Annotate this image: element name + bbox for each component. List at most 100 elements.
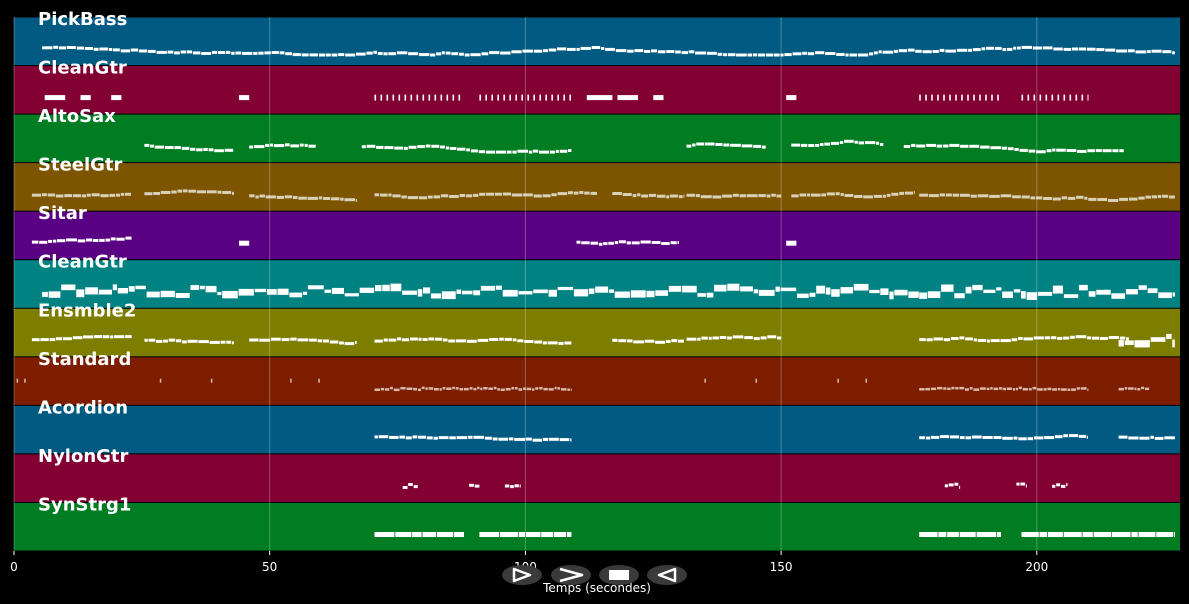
note [398, 94, 401, 101]
x-tick-label: 150 [770, 560, 793, 574]
note [285, 52, 292, 56]
note [514, 387, 518, 390]
note [528, 150, 533, 154]
note [468, 435, 473, 439]
note [426, 436, 433, 440]
note [1008, 147, 1014, 151]
note [465, 194, 473, 198]
note-segment [791, 139, 884, 147]
note [869, 52, 874, 56]
note [791, 194, 799, 198]
note [356, 52, 366, 56]
note [548, 388, 554, 391]
note [549, 437, 559, 441]
note [557, 47, 567, 51]
note [1096, 289, 1111, 295]
note [989, 194, 1000, 198]
fast-forward-button[interactable] [551, 565, 591, 585]
note [464, 53, 470, 57]
stop-button[interactable] [599, 565, 639, 585]
note [959, 436, 965, 440]
note [1012, 195, 1021, 199]
note [873, 194, 883, 198]
note [1158, 292, 1172, 299]
note [940, 435, 949, 439]
note [386, 94, 389, 101]
note [186, 50, 193, 54]
note [401, 195, 407, 199]
note [971, 435, 982, 439]
note [997, 532, 1001, 537]
note [1078, 284, 1088, 291]
note [617, 95, 638, 101]
note [440, 94, 443, 101]
note [1138, 285, 1147, 290]
button-bg [551, 565, 591, 585]
note [919, 193, 929, 197]
note [949, 94, 951, 101]
note [128, 286, 135, 292]
play-icon [512, 567, 532, 583]
note [1018, 337, 1023, 340]
note [670, 241, 677, 245]
note [113, 48, 120, 52]
note [413, 387, 417, 391]
note [338, 53, 345, 57]
note [1086, 435, 1088, 439]
note [150, 144, 154, 148]
note [31, 193, 42, 197]
note [681, 51, 688, 55]
note [882, 50, 894, 54]
note [188, 189, 196, 193]
note [525, 437, 532, 441]
note [384, 146, 394, 150]
note [1120, 336, 1126, 340]
note [498, 437, 508, 441]
note-segment [479, 532, 572, 537]
note [808, 144, 815, 147]
rewind-button[interactable] [647, 565, 687, 585]
note [1052, 197, 1061, 201]
track-steelgtr [14, 163, 1180, 211]
note [249, 338, 259, 342]
note [144, 143, 150, 147]
note [270, 143, 274, 147]
note [450, 147, 457, 150]
note [1063, 336, 1070, 340]
note [626, 241, 631, 245]
note [1021, 94, 1024, 101]
note [551, 193, 557, 197]
note [886, 193, 891, 197]
note [361, 145, 366, 149]
note [538, 150, 549, 154]
note [174, 146, 181, 150]
note [448, 339, 455, 343]
note [413, 485, 418, 489]
note [695, 51, 706, 55]
note [614, 291, 630, 298]
note [422, 532, 436, 537]
note-segment [919, 193, 1175, 202]
track-standard [14, 357, 1180, 405]
track-cleangtr [14, 66, 1180, 114]
note [72, 194, 81, 198]
note [961, 94, 963, 101]
note [819, 143, 824, 146]
note [1127, 387, 1134, 390]
note [1042, 46, 1053, 50]
note [1056, 483, 1061, 487]
note [648, 193, 656, 197]
note [64, 194, 73, 198]
note [758, 194, 766, 198]
note [55, 194, 64, 198]
note [557, 94, 559, 101]
note [967, 94, 969, 101]
note [466, 148, 470, 152]
note [1050, 336, 1057, 340]
note [668, 285, 682, 292]
note [378, 435, 389, 439]
play-button[interactable] [502, 565, 542, 585]
note-segment [374, 94, 461, 101]
note [72, 336, 83, 340]
note [844, 139, 854, 143]
